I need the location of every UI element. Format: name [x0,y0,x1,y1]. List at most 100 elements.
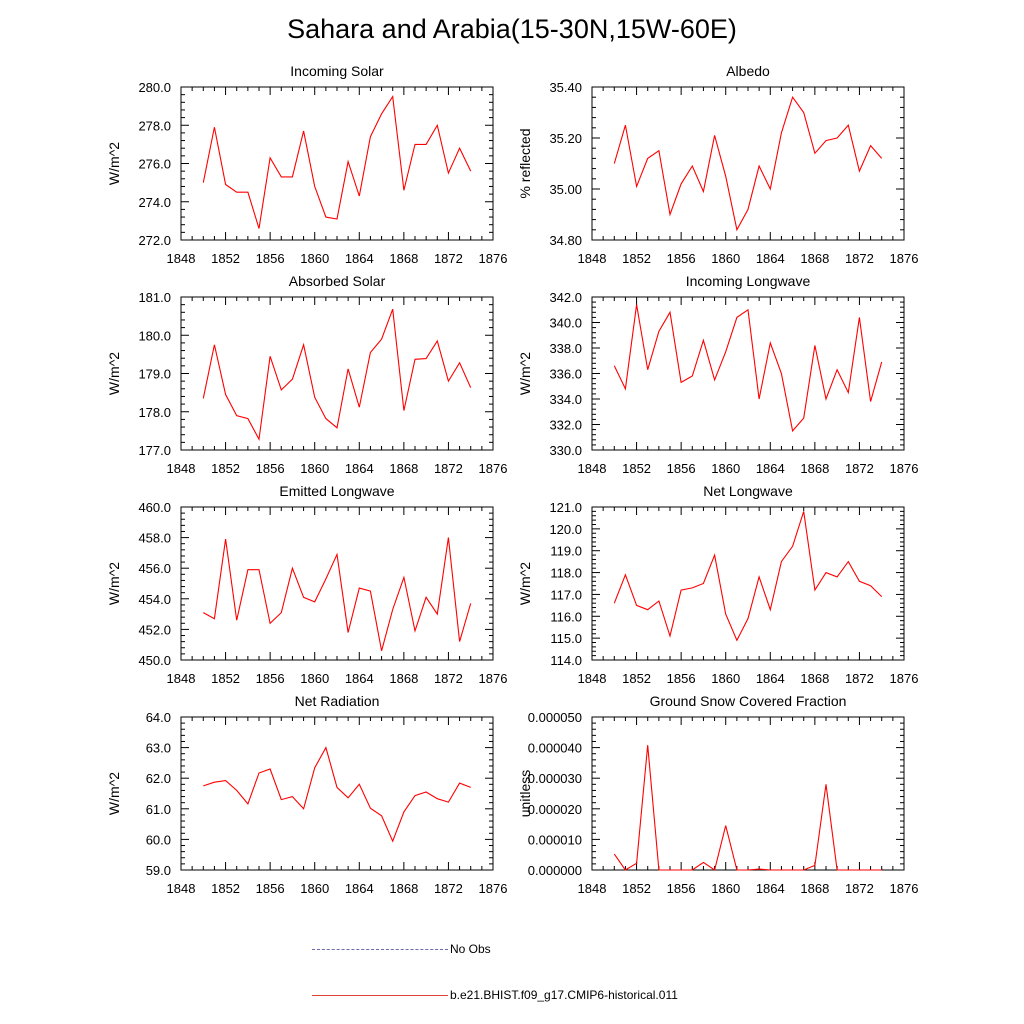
x-tick-label: 1864 [345,881,374,896]
x-tick-label: 1852 [622,881,651,896]
y-tick-label: 181.0 [138,290,171,305]
y-tick-label: 35.00 [549,182,582,197]
panel-title: Albedo [726,63,770,79]
x-tick-label: 1872 [845,461,874,476]
y-tick-label: 59.0 [146,863,171,878]
y-tick-label: 0.000050 [528,710,582,725]
y-tick-label: 276.0 [138,157,171,172]
y-tick-label: 116.0 [550,609,582,624]
x-tick-label: 1876 [479,461,508,476]
y-axis-label: W/m^2 [106,142,122,185]
x-tick-label: 1856 [667,881,696,896]
y-tick-label: 278.0 [138,118,171,133]
x-tick-label: 1868 [389,251,418,266]
x-tick-label: 1864 [756,881,785,896]
x-tick-label: 1856 [667,671,696,686]
y-tick-label: 35.40 [549,80,582,95]
y-tick-label: 0.000040 [528,741,582,756]
x-tick-label: 1848 [578,881,607,896]
y-tick-label: 452.0 [138,622,171,637]
panel-title: Incoming Longwave [686,273,811,289]
y-tick-label: 62.0 [146,771,171,786]
x-tick-label: 1860 [300,461,329,476]
panel-title: Absorbed Solar [289,273,386,289]
x-tick-label: 1872 [845,671,874,686]
y-tick-label: 274.0 [138,195,171,210]
x-tick-label: 1872 [434,461,463,476]
x-tick-label: 1868 [800,671,829,686]
x-tick-label: 1868 [800,881,829,896]
y-axis-label: W/m^2 [517,352,533,395]
y-axis-label: unitless [517,770,533,817]
x-tick-label: 1856 [667,461,696,476]
x-tick-label: 1876 [890,881,919,896]
panel-frame [180,506,494,661]
x-tick-label: 1876 [479,671,508,686]
x-tick-label: 1856 [667,251,696,266]
y-tick-label: 60.0 [146,832,171,847]
y-tick-label: 0.000020 [528,802,582,817]
legend-obs-label: No Obs [450,942,491,956]
x-tick-label: 1872 [434,881,463,896]
panel-title: Net Longwave [703,483,793,499]
y-tick-label: 342.0 [549,290,582,305]
x-tick-label: 1864 [345,251,374,266]
x-tick-label: 1848 [167,461,196,476]
y-axis-label: W/m^2 [517,562,533,605]
panel-8: 1848 1852 1856 1860 1864 1868 1872 1876 0.000000… [517,693,918,896]
y-tick-label: 454.0 [138,592,171,607]
y-tick-label: 0.000030 [528,771,582,786]
y-tick-label: 180.0 [138,328,171,343]
x-tick-label: 1876 [479,881,508,896]
series-line [613,511,883,642]
y-tick-label: 334.0 [549,392,582,407]
x-tick-label: 1856 [256,671,285,686]
y-tick-label: 332.0 [549,418,582,433]
series-line [202,95,472,229]
x-tick-label: 1868 [389,461,418,476]
y-tick-label: 0.000000 [528,863,582,878]
x-tick-label: 1848 [578,251,607,266]
x-tick-label: 1848 [167,881,196,896]
panel-title: Ground Snow Covered Fraction [650,693,847,709]
series-line [203,746,471,843]
x-tick-label: 1872 [845,251,874,266]
y-tick-label: 178.0 [138,405,171,420]
x-tick-label: 1872 [434,671,463,686]
x-tick-label: 1852 [211,461,240,476]
figure-title: Sahara and Arabia(15-30N,15W-60E) [287,14,737,44]
y-tick-label: 450.0 [138,653,171,668]
y-tick-label: 458.0 [138,531,171,546]
y-axis-label: % reflected [517,128,533,198]
series-line [613,745,882,871]
series-line [202,309,472,442]
panel-frame [591,716,905,871]
legend-model-swatch [312,994,448,996]
x-tick-label: 1864 [756,671,785,686]
x-tick-label: 1860 [711,461,740,476]
panel-frame [591,506,905,661]
legend-obs-swatch [312,948,448,950]
x-tick-label: 1868 [389,671,418,686]
x-tick-label: 1860 [300,671,329,686]
y-tick-label: 120.0 [549,522,582,537]
panel-3: 1848 1852 1856 1860 1864 1868 1872 1876 177.0 178… [106,273,507,476]
panel-frame [180,716,494,871]
panel-5: 1848 1852 1856 1860 1864 1868 1872 1876 450.0 452… [106,483,507,686]
y-tick-label: 456.0 [138,561,171,576]
panel-7: 1848 1852 1856 1860 1864 1868 1872 1876 59.0 60.0… [106,693,507,896]
y-tick-label: 272.0 [138,233,171,248]
x-tick-label: 1848 [167,671,196,686]
y-tick-label: 115.0 [550,631,582,646]
y-tick-label: 338.0 [549,341,582,356]
x-tick-label: 1868 [389,881,418,896]
y-tick-label: 64.0 [146,710,171,725]
x-tick-label: 1856 [256,251,285,266]
y-tick-label: 179.0 [138,367,171,382]
panel-title: Incoming Solar [290,63,384,79]
x-tick-label: 1852 [211,671,240,686]
y-axis-label: W/m^2 [106,352,122,395]
y-tick-label: 119.0 [550,544,582,559]
x-tick-label: 1852 [211,881,240,896]
series-line [613,304,883,433]
